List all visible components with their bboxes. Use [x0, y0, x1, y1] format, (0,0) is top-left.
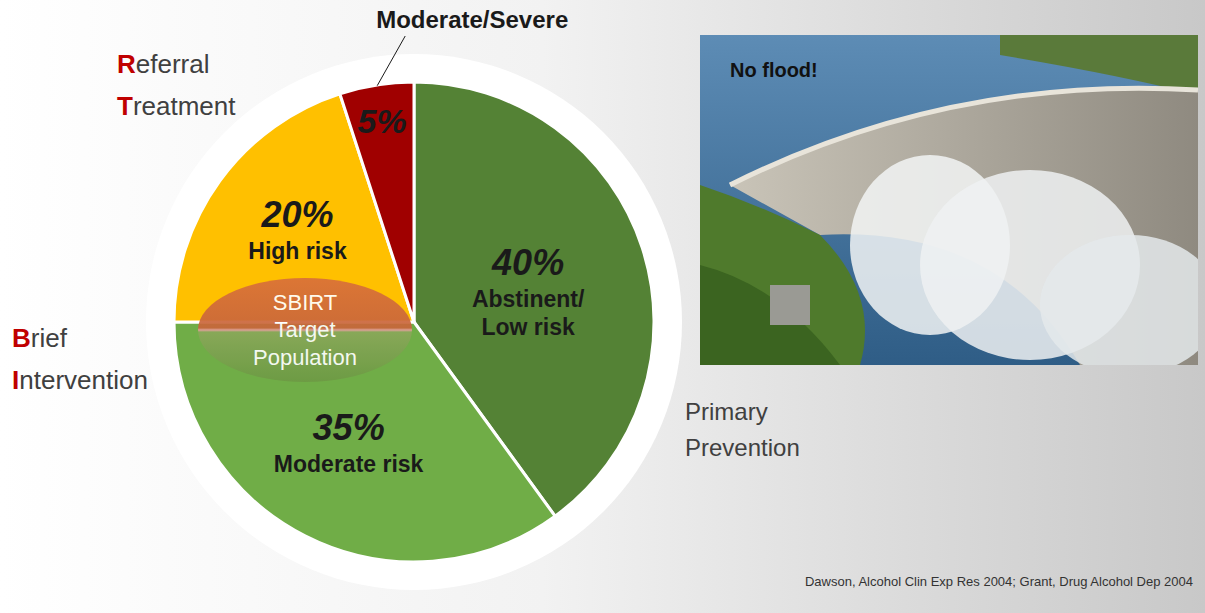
svg-text:35%: 35% — [313, 407, 385, 448]
svg-text:20%: 20% — [260, 194, 333, 235]
svg-text:Low risk: Low risk — [481, 314, 575, 340]
html-text:R eferral: R eferral — [117, 49, 210, 79]
svg-text:No flood!: No flood! — [730, 59, 818, 81]
html-text:B rief: B rief — [12, 323, 67, 353]
svg-text:High risk: High risk — [248, 238, 347, 264]
html-text:SBIRT: SBIRT — [272, 289, 338, 315]
svg-text:Moderate risk: Moderate risk — [274, 451, 424, 477]
html-text:Prevention: Prevention — [685, 434, 800, 461]
svg-text:40%: 40% — [491, 242, 564, 283]
html-text:Primary: Primary — [685, 398, 768, 425]
svg-text:5%: 5% — [358, 102, 407, 140]
html-text:Population: Population — [253, 344, 357, 370]
html-text:Target: Target — [274, 317, 336, 343]
html-text:Dawson, Alcohol Clin Exp Res 2: Dawson, Alcohol Clin Exp Res 2004; Grant… — [804, 574, 1193, 589]
html-text:T reatment: T reatment — [117, 90, 236, 121]
html-text:I ntervention: I ntervention — [12, 364, 148, 395]
svg-text:Moderate/Severe: Moderate/Severe — [376, 6, 568, 33]
svg-text:Abstinent/: Abstinent/ — [472, 286, 585, 312]
